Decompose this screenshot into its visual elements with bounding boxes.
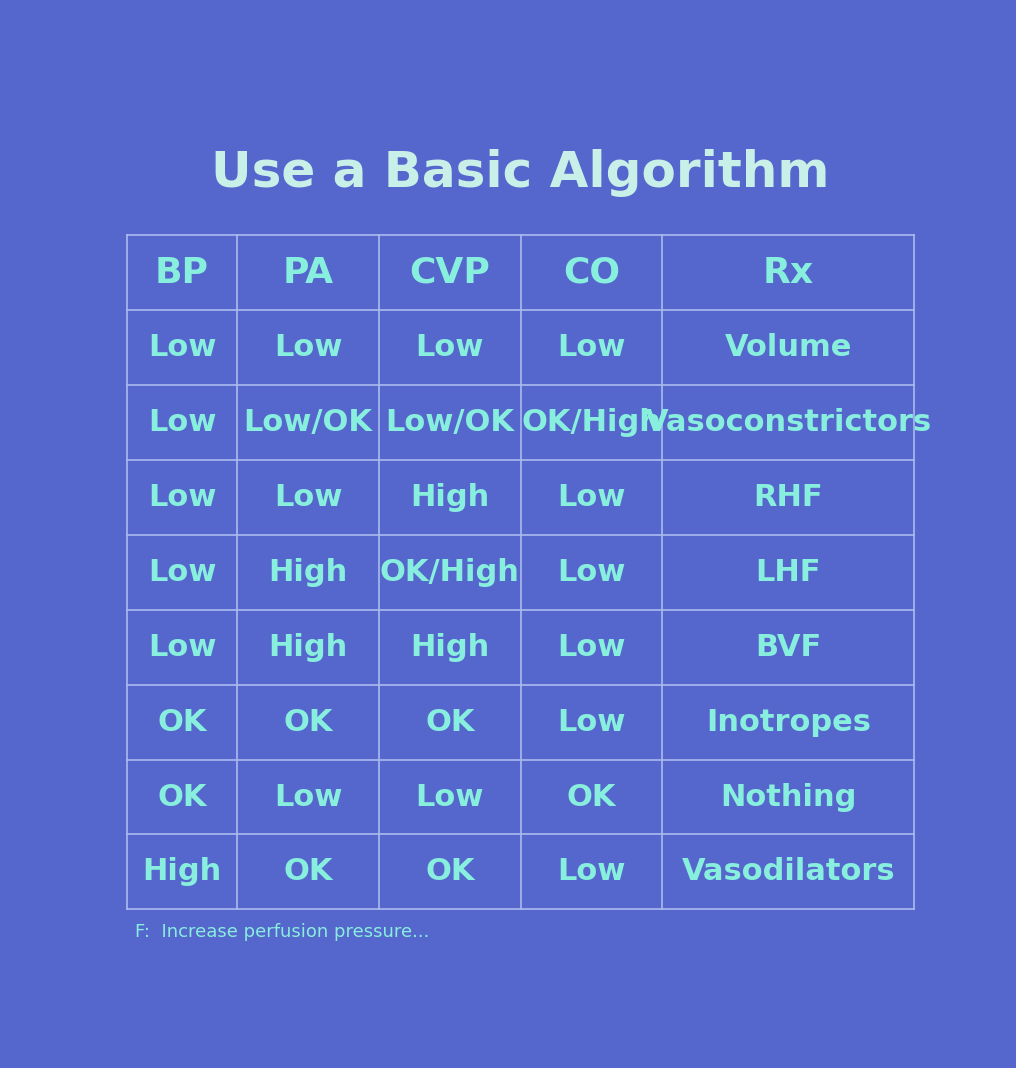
Text: OK: OK	[283, 858, 333, 886]
Text: OK: OK	[567, 783, 617, 812]
Text: Low: Low	[558, 557, 626, 586]
Text: Low: Low	[416, 333, 484, 362]
Text: OK: OK	[157, 708, 207, 737]
Text: PA: PA	[282, 255, 333, 289]
Text: OK: OK	[425, 708, 474, 737]
Text: Nothing: Nothing	[720, 783, 856, 812]
Text: High: High	[268, 632, 347, 662]
Text: OK/High: OK/High	[521, 408, 661, 437]
Text: Low: Low	[274, 783, 342, 812]
Text: CO: CO	[563, 255, 620, 289]
Text: High: High	[142, 858, 221, 886]
Text: OK: OK	[283, 708, 333, 737]
Text: High: High	[410, 483, 490, 512]
Text: Low: Low	[558, 708, 626, 737]
Text: Vasoconstrictors: Vasoconstrictors	[645, 408, 932, 437]
Text: RHF: RHF	[754, 483, 823, 512]
Text: Low: Low	[558, 333, 626, 362]
Text: Low: Low	[416, 783, 484, 812]
Text: Low/OK: Low/OK	[385, 408, 514, 437]
Text: Low: Low	[148, 557, 216, 586]
Text: Inotropes: Inotropes	[706, 708, 871, 737]
Text: Low: Low	[148, 333, 216, 362]
Text: Low: Low	[558, 858, 626, 886]
Text: OK/High: OK/High	[380, 557, 520, 586]
Text: Low: Low	[274, 333, 342, 362]
Text: Low: Low	[558, 483, 626, 512]
Text: Low: Low	[148, 408, 216, 437]
Text: OK: OK	[157, 783, 207, 812]
Text: High: High	[410, 632, 490, 662]
Text: Low/OK: Low/OK	[244, 408, 373, 437]
Text: Rx: Rx	[763, 255, 814, 289]
Text: Volume: Volume	[724, 333, 852, 362]
Text: Use a Basic Algorithm: Use a Basic Algorithm	[211, 148, 830, 197]
Text: Low: Low	[558, 632, 626, 662]
Text: Low: Low	[148, 632, 216, 662]
Text: CVP: CVP	[409, 255, 491, 289]
Text: Low: Low	[148, 483, 216, 512]
Text: F:  Increase perfusion pressure...: F: Increase perfusion pressure...	[135, 923, 429, 941]
Text: BVF: BVF	[755, 632, 822, 662]
Text: LHF: LHF	[756, 557, 821, 586]
Text: OK: OK	[425, 858, 474, 886]
Text: High: High	[268, 557, 347, 586]
Text: Low: Low	[274, 483, 342, 512]
Text: BP: BP	[155, 255, 209, 289]
Text: Vasodilators: Vasodilators	[682, 858, 895, 886]
